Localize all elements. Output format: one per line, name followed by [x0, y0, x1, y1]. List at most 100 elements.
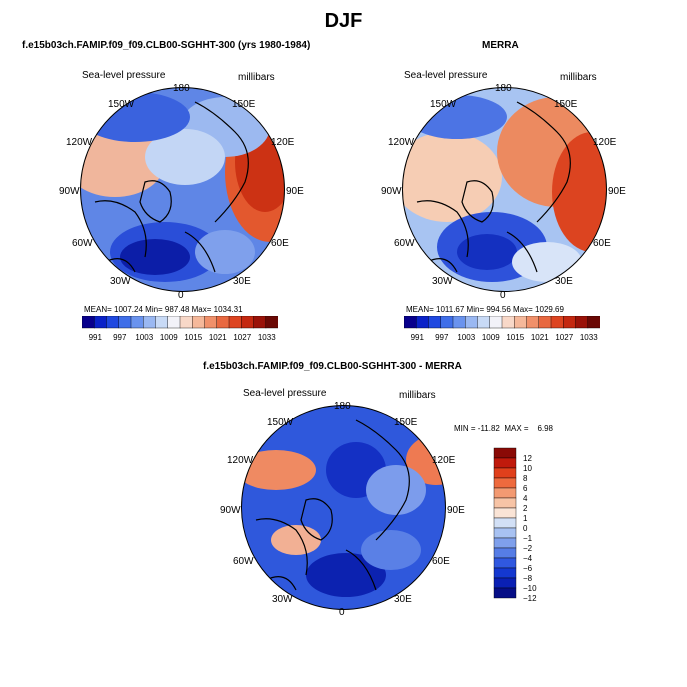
colorbar-model-swatch-2: [106, 316, 120, 329]
colorbar-model-label: 1033: [258, 333, 276, 342]
lon-label-90w-model: 90W: [59, 186, 80, 197]
colorbar-merra-swatch-13: [563, 316, 577, 329]
colorbar-diff-label: −8: [523, 574, 533, 583]
lon-label-150e-merra: 150E: [554, 99, 578, 110]
panel-merra-title: MERRA: [482, 40, 519, 51]
colorbar-merra-swatch-12: [550, 316, 564, 329]
colorbar-diff-swatch-10: [493, 547, 517, 559]
lon-label-90e-merra: 90E: [608, 186, 626, 197]
colorbar-merra-swatch-9: [514, 316, 528, 329]
lon-label-30w-diff: 30W: [272, 594, 293, 605]
lon-label-60e-model: 60E: [271, 238, 289, 249]
colorbar-merra-swatch-15: [587, 316, 600, 329]
colorbar-diff-swatch-8: [493, 527, 517, 539]
colorbar-merra-swatch-0: [404, 316, 417, 329]
polar-map-model: [80, 87, 285, 292]
colorbar-merra-label: 1021: [531, 333, 549, 342]
colorbar-diff-label: −10: [523, 584, 537, 593]
colorbar-merra-swatch-10: [526, 316, 540, 329]
coastline-greenland: [461, 180, 494, 223]
colorbar-model-label: 1015: [184, 333, 202, 342]
colorbar-diff-label: 8: [523, 474, 528, 483]
lon-label-0-diff: 0: [339, 607, 345, 618]
map-model-border: [80, 87, 285, 292]
lon-label-90w-merra: 90W: [381, 186, 402, 197]
colorbar-diff-label: −12: [523, 594, 537, 603]
colorbar-diff-swatch-1: [493, 457, 517, 469]
panel-merra-stats: MEAN= 1011.67 Min= 994.56 Max= 1029.69: [406, 305, 564, 314]
colorbar-merra-label: 1015: [506, 333, 524, 342]
colorbar-diff-swatch-7: [493, 517, 517, 529]
colorbar-diff-label: 10: [523, 464, 532, 473]
colorbar-merra-label: 1033: [580, 333, 598, 342]
lon-label-180-diff: 180: [334, 401, 351, 412]
panel-merra-variable: Sea-level pressure: [404, 70, 488, 81]
colorbar-merra-swatch-11: [538, 316, 552, 329]
colorbar-diff-label: −6: [523, 564, 533, 573]
colorbar-diff-swatch-4: [493, 487, 517, 499]
colorbar-merra-swatch-3: [440, 316, 454, 329]
map-diff-negative-atlantic: [306, 553, 386, 597]
colorbar-model-swatch-14: [253, 316, 267, 329]
panel-diff-title: f.e15b03ch.FAMIP.f09_f09.CLB00-SGHHT-300…: [203, 361, 462, 372]
map-merra-aleutian-low: [407, 95, 507, 139]
lon-label-150w-diff: 150W: [267, 417, 294, 428]
panel-model-stats: MEAN= 1007.24 Min= 987.48 Max= 1034.31: [84, 305, 243, 314]
lon-label-90w-diff: 90W: [220, 505, 241, 516]
panel-diff-units: millibars: [399, 390, 436, 401]
lon-label-30e-diff: 30E: [394, 594, 412, 605]
lon-label-60w-model: 60W: [72, 238, 93, 249]
colorbar-diff-label: 12: [523, 454, 532, 463]
colorbar-merra-swatch-7: [489, 316, 503, 329]
colorbar-model-label: 991: [89, 333, 103, 342]
lon-label-30w-model: 30W: [110, 276, 131, 287]
colorbar-merra-label: 991: [411, 333, 425, 342]
coastline-greenland: [139, 180, 172, 223]
panel-diff-variable: Sea-level pressure: [243, 388, 327, 399]
lon-label-120w-model: 120W: [66, 137, 93, 148]
colorbar-merra: 991 997 1003 1009 1015 1021 1027 1033: [404, 316, 600, 342]
lon-label-150w-model: 150W: [108, 99, 135, 110]
colorbar-diff-label: −4: [523, 554, 533, 563]
lon-label-60e-diff: 60E: [432, 556, 450, 567]
lon-label-120w-merra: 120W: [388, 137, 415, 148]
map-model-arctic-high: [145, 129, 225, 185]
map-diff-positive-pacific: [241, 450, 316, 490]
colorbar-diff-label: −1: [523, 534, 533, 543]
coastline-eurasia: [345, 419, 410, 591]
lon-label-0-model: 0: [178, 290, 184, 301]
colorbar-diff-swatch-11: [493, 557, 517, 569]
colorbar-model-label: 1021: [209, 333, 227, 342]
panel-model-variable: Sea-level pressure: [82, 70, 166, 81]
colorbar-diff-swatch-9: [493, 537, 517, 549]
colorbar-merra-label: 1003: [457, 333, 475, 342]
map-merra-border: [402, 87, 607, 292]
colorbar-model-swatch-7: [167, 316, 181, 329]
colorbar-model-swatch-15: [265, 316, 278, 329]
lon-label-120w-diff: 120W: [227, 455, 254, 466]
lon-label-180-merra: 180: [495, 83, 512, 94]
colorbar-merra-swatch-2: [428, 316, 442, 329]
colorbar-model-swatch-11: [216, 316, 230, 329]
colorbar-diff-label: 4: [523, 494, 528, 503]
colorbar-model-swatch-0: [82, 316, 95, 329]
colorbar-model-swatch-9: [192, 316, 206, 329]
colorbar-model-label: 997: [113, 333, 127, 342]
colorbar-model-swatch-8: [179, 316, 193, 329]
colorbar-merra-label: 1027: [555, 333, 573, 342]
colorbar-diff-swatch-13: [493, 577, 517, 589]
lon-label-0-merra: 0: [500, 290, 506, 301]
panel-model-units: millibars: [238, 72, 275, 83]
colorbar-diff-swatch-2: [493, 467, 517, 479]
colorbar-merra-label: 1009: [482, 333, 500, 342]
colorbar-model-swatch-6: [155, 316, 169, 329]
lon-label-120e-merra: 120E: [593, 137, 617, 148]
colorbar-diff-swatch-0: [493, 447, 517, 459]
colorbar-merra-label: 997: [435, 333, 449, 342]
lon-label-60e-merra: 60E: [593, 238, 611, 249]
colorbar-merra-swatch-1: [416, 316, 430, 329]
colorbar-diff-swatch-5: [493, 497, 517, 509]
colorbar-merra-swatch-6: [477, 316, 491, 329]
coastline-greenland: [300, 498, 333, 541]
